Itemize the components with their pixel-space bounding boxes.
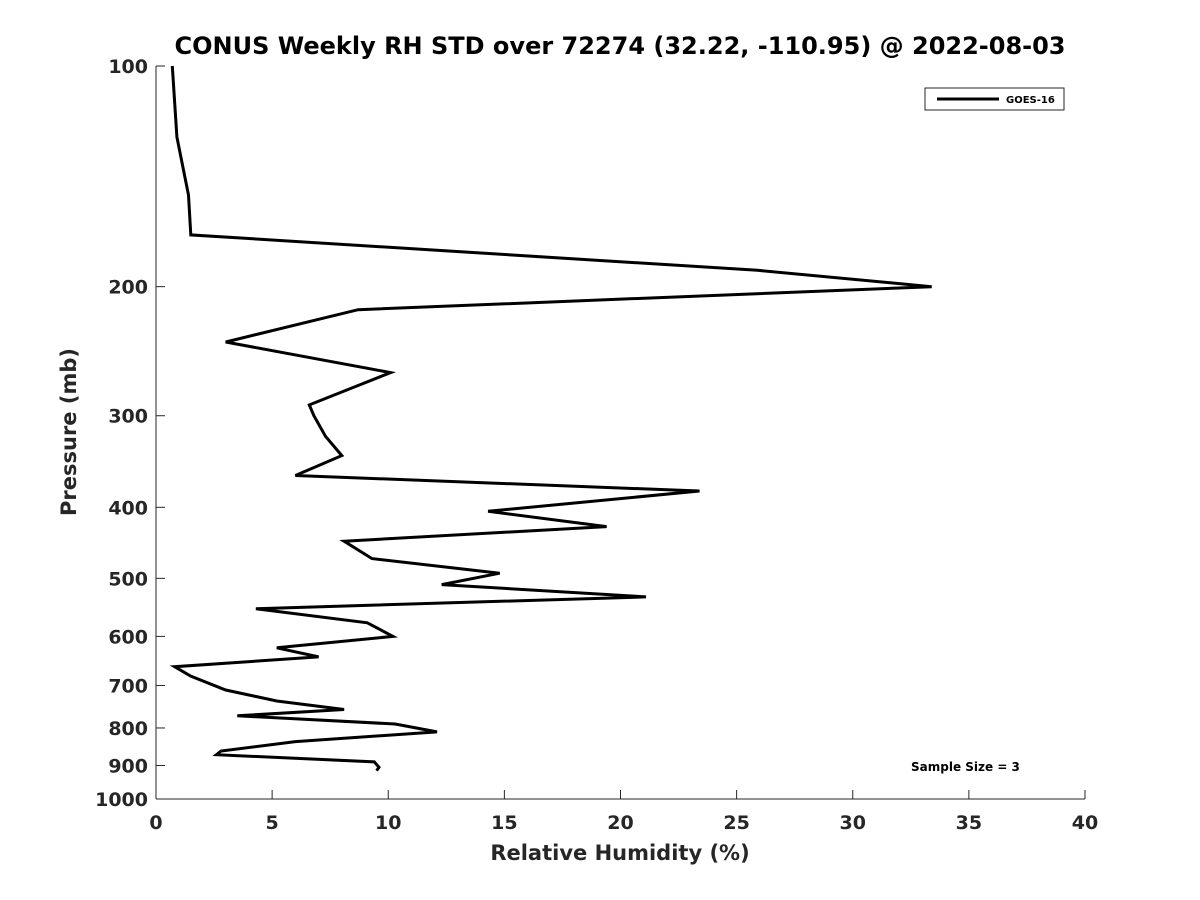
y-tick-label-500: 500 [108, 568, 148, 590]
x-tick-label-35: 35 [956, 812, 982, 834]
x-tick-label-0: 0 [149, 812, 162, 834]
y-tick-label-600: 600 [108, 626, 148, 648]
y-tick-label-700: 700 [108, 675, 148, 697]
y-tick-label-300: 300 [108, 406, 148, 428]
y-tick-label-200: 200 [108, 277, 148, 299]
x-tick-label-10: 10 [375, 812, 401, 834]
y-tick-label-100: 100 [108, 56, 148, 78]
y-tick-label-1000: 1000 [95, 789, 148, 811]
x-tick-label-15: 15 [491, 812, 517, 834]
sample-size-annotation: Sample Size = 3 [911, 760, 1020, 774]
x-tick-label-25: 25 [723, 812, 749, 834]
plot-area [156, 66, 1085, 799]
x-tick-label-20: 20 [607, 812, 633, 834]
x-axis-label: Relative Humidity (%) [490, 841, 749, 865]
legend-label-goes16: GOES-16 [1006, 95, 1055, 106]
legend: GOES-16 [924, 87, 1065, 111]
y-tick-label-400: 400 [108, 497, 148, 519]
y-ticks: 100 200 300 400 500 600 700 800 900 1000 [95, 56, 165, 811]
series-layer [169, 65, 932, 772]
y-axis-label: Pressure (mb) [57, 348, 81, 516]
chart-title: CONUS Weekly RH STD over 72274 (32.22, -… [174, 32, 1065, 60]
y-tick-label-900: 900 [108, 755, 148, 777]
y-tick-label-800: 800 [108, 718, 148, 740]
x-tick-label-5: 5 [266, 812, 279, 834]
x-tick-label-40: 40 [1072, 812, 1098, 834]
x-tick-label-30: 30 [840, 812, 866, 834]
x-ticks: 0 5 10 15 20 25 30 35 40 [149, 790, 1098, 834]
